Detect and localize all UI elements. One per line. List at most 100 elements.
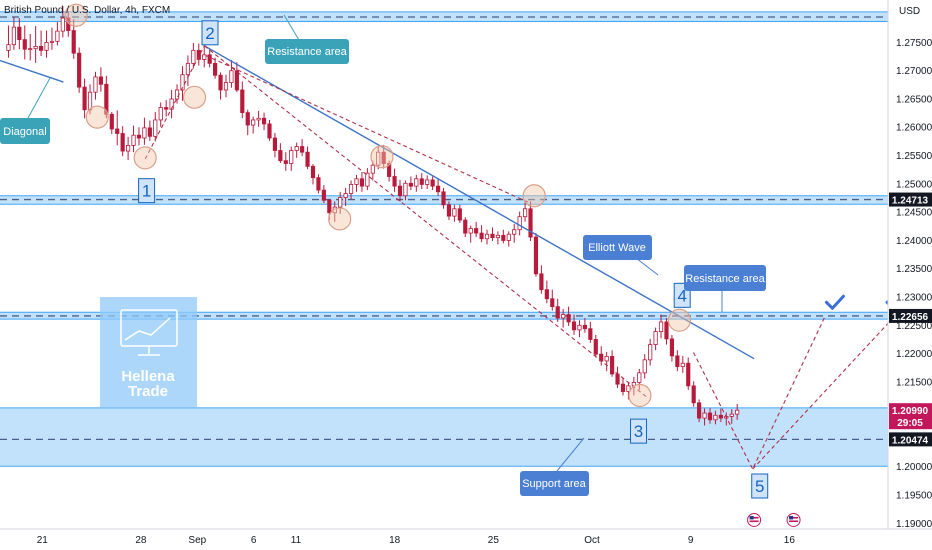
candle [403,182,408,197]
wave-number: 3 [634,422,643,441]
event-flag-canton [749,515,754,520]
watermark-line1: Hellena [121,368,175,385]
price-tag-value: 1.22656 [892,312,929,323]
price-tick-label: 1.22000 [896,349,932,360]
candle [109,113,114,130]
candle [142,127,147,139]
candle [392,176,397,187]
price-tick-label: 1.27000 [896,66,932,77]
callout-resistance-area-top[interactable]: Resistance area [265,14,349,64]
candle [544,289,549,300]
callout-label: Diagonal [3,126,46,138]
wave-number: 4 [677,286,686,305]
candle [523,208,528,218]
candle [566,314,571,323]
callout-diagonal[interactable]: Diagonal [0,77,51,144]
time-tick-label: 21 [37,535,49,546]
callout-label: Resistance area [685,273,765,285]
candle [680,362,685,368]
callout-pointer [635,257,659,276]
time-tick-label: 9 [688,535,694,546]
support-zone [0,407,888,467]
candle [474,228,479,234]
price-tag-1.22656: 1.22656 [889,308,932,323]
price-tick-label: 1.23500 [896,264,932,275]
time-tick-label: 28 [135,535,147,546]
economic-event-marker[interactable] [747,512,762,527]
channel-line-2 [205,54,531,204]
candle [229,70,234,84]
event-flag-icon [786,512,801,527]
candle [28,48,33,51]
price-tick-label: 1.19000 [896,519,932,530]
candle [327,199,332,214]
watermark-trend [124,317,171,341]
candle [637,372,642,383]
time-tick-label: Sep [188,535,206,546]
economic-event-marker[interactable] [786,512,801,527]
candle [11,26,16,46]
candle [359,178,365,187]
wave-box [138,178,156,204]
price-tick-label: 1.25000 [896,179,932,190]
callout-resistance-area-right[interactable]: Resistance area [684,265,766,312]
watermark-icon [120,309,178,356]
candle [202,54,207,60]
candle [39,45,44,51]
price-tick-label: 1.27500 [896,38,932,49]
candle [642,359,647,374]
wave-box [630,418,648,444]
callout-elliott-wave[interactable]: Elliott Wave [583,235,659,276]
candle [305,151,310,167]
candle [55,30,60,42]
candle [577,324,582,331]
candle [191,49,196,64]
callout-box [583,235,652,260]
event-flag-canton [789,515,794,520]
candle [185,62,191,76]
candle [158,107,163,121]
candle [278,150,283,162]
price-tag-box [889,308,932,323]
candle [93,76,98,93]
wave-circle [522,184,546,208]
price-tag-box [889,403,932,430]
candle [463,219,468,234]
candle [561,314,566,319]
candle [479,232,484,240]
candle [44,42,49,51]
price-tick-label: 1.19500 [896,490,932,501]
candle [495,234,500,239]
candle [669,338,675,357]
candle [294,146,299,151]
watermark-line2: Trade [128,383,168,400]
time-tick-label: 6 [251,535,257,546]
event-flag-stripe [749,520,759,523]
candle [457,208,462,221]
wave-circle [328,207,352,231]
candle [104,83,109,115]
symbol-title: British Pound / U.S. Dollar, 4h, FXCM [4,5,170,16]
diagonal-line [0,59,64,83]
candle [115,128,120,134]
candle [653,331,658,345]
callout-support-area[interactable]: Support area [520,437,589,496]
wave-circle [370,145,394,169]
candle [648,344,653,361]
candle [381,151,386,164]
wave-number: 1 [142,182,151,201]
candle [588,328,593,340]
candle [251,119,256,126]
candle [33,45,38,50]
candle [310,165,316,179]
candle [610,356,615,375]
price-tag-countdown: 29:05 [897,418,923,429]
callout-label: Resistance area [267,46,347,58]
candle [234,70,239,91]
candle [348,184,354,194]
price-tag-box [889,192,932,207]
candle [98,76,103,85]
candle [615,373,620,385]
